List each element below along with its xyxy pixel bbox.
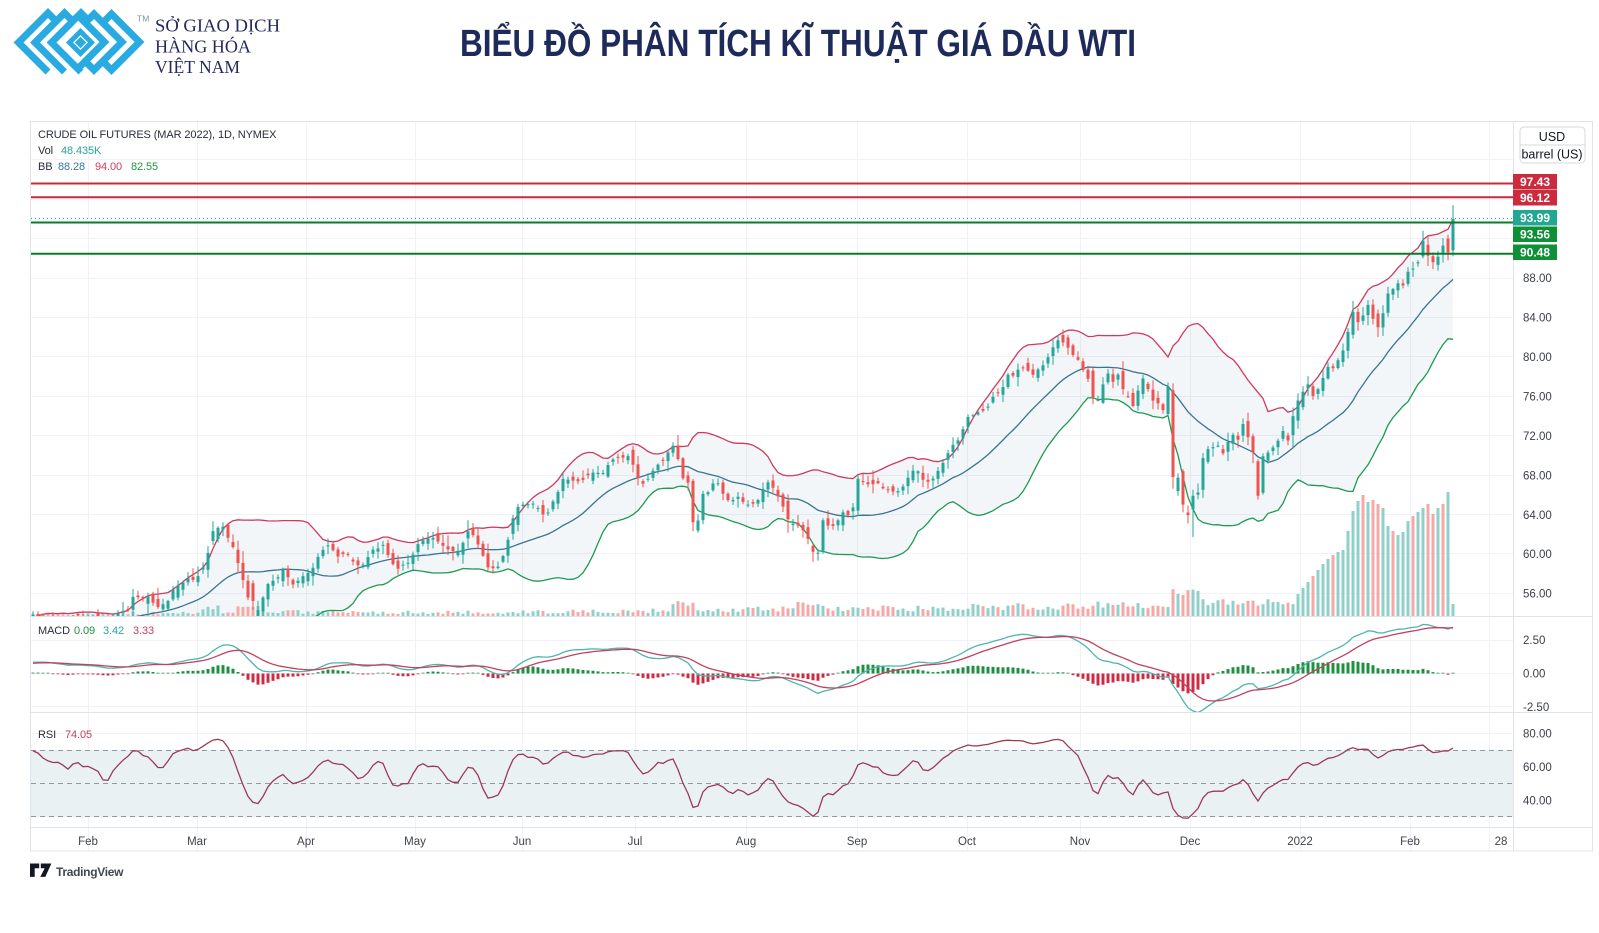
svg-text:Feb: Feb xyxy=(78,836,98,848)
svg-text:3.42: 3.42 xyxy=(103,625,124,637)
svg-text:2022: 2022 xyxy=(1287,836,1313,848)
svg-text:40.00: 40.00 xyxy=(1523,796,1552,808)
svg-text:RSI: RSI xyxy=(38,729,56,741)
svg-text:TM: TM xyxy=(137,14,149,24)
svg-text:Oct: Oct xyxy=(958,836,977,848)
svg-text:-2.50: -2.50 xyxy=(1523,702,1549,714)
svg-text:68.00: 68.00 xyxy=(1523,471,1552,483)
svg-text:MACD: MACD xyxy=(38,625,70,637)
svg-text:76.00: 76.00 xyxy=(1523,392,1552,404)
svg-text:88.28: 88.28 xyxy=(58,161,85,173)
svg-text:60.00: 60.00 xyxy=(1523,762,1552,774)
svg-text:3.33: 3.33 xyxy=(133,625,154,637)
svg-text:May: May xyxy=(404,836,426,848)
svg-text:84.00: 84.00 xyxy=(1523,313,1552,325)
svg-text:64.00: 64.00 xyxy=(1523,510,1552,522)
svg-text:93.56: 93.56 xyxy=(1520,228,1550,242)
svg-text:Apr: Apr xyxy=(297,836,315,848)
svg-text:0.09: 0.09 xyxy=(74,625,95,637)
svg-text:Aug: Aug xyxy=(736,836,756,848)
svg-text:60.00: 60.00 xyxy=(1523,549,1552,561)
svg-text:CRUDE OIL FUTURES (MAR 2022),: CRUDE OIL FUTURES (MAR 2022), 1D, NYMEX xyxy=(38,129,277,141)
svg-text:Nov: Nov xyxy=(1070,836,1091,848)
svg-text:SỞ GIAO DỊCH: SỞ GIAO DỊCH xyxy=(155,16,280,36)
svg-text:96.12: 96.12 xyxy=(1520,191,1550,205)
svg-text:56.00: 56.00 xyxy=(1523,589,1552,601)
svg-text:barrel (US): barrel (US) xyxy=(1521,148,1582,162)
svg-text:80.00: 80.00 xyxy=(1523,729,1552,741)
svg-text:2.50: 2.50 xyxy=(1523,635,1545,647)
svg-text:TradingView: TradingView xyxy=(56,865,124,879)
svg-text:Jun: Jun xyxy=(513,836,532,848)
svg-text:Sep: Sep xyxy=(847,836,867,848)
svg-text:USD: USD xyxy=(1539,130,1565,144)
svg-text:Vol: Vol xyxy=(38,145,53,157)
svg-text:HÀNG HÓA: HÀNG HÓA xyxy=(155,37,251,57)
svg-text:80.00: 80.00 xyxy=(1523,352,1552,364)
svg-text:97.43: 97.43 xyxy=(1520,175,1550,189)
svg-text:Mar: Mar xyxy=(187,836,207,848)
svg-text:93.99: 93.99 xyxy=(1520,211,1550,225)
svg-text:74.05: 74.05 xyxy=(65,729,92,741)
svg-text:Jul: Jul xyxy=(628,836,643,848)
svg-text:28: 28 xyxy=(1495,836,1508,848)
svg-text:Dec: Dec xyxy=(1180,836,1201,848)
svg-text:BB: BB xyxy=(38,161,52,173)
svg-text:90.48: 90.48 xyxy=(1520,246,1550,260)
svg-text:88.00: 88.00 xyxy=(1523,273,1552,285)
svg-text:BIỂU ĐỒ PHÂN TÍCH KĨ THUẬT GIÁ: BIỂU ĐỒ PHÂN TÍCH KĨ THUẬT GIÁ DẦU WTI xyxy=(460,20,1136,65)
svg-text:Feb: Feb xyxy=(1400,836,1420,848)
svg-text:48.435K: 48.435K xyxy=(61,145,102,157)
svg-text:VIỆT NAM: VIỆT NAM xyxy=(155,57,240,77)
svg-text:72.00: 72.00 xyxy=(1523,431,1552,443)
svg-text:94.00: 94.00 xyxy=(95,161,122,173)
svg-text:0.00: 0.00 xyxy=(1523,669,1545,681)
svg-text:82.55: 82.55 xyxy=(131,161,158,173)
